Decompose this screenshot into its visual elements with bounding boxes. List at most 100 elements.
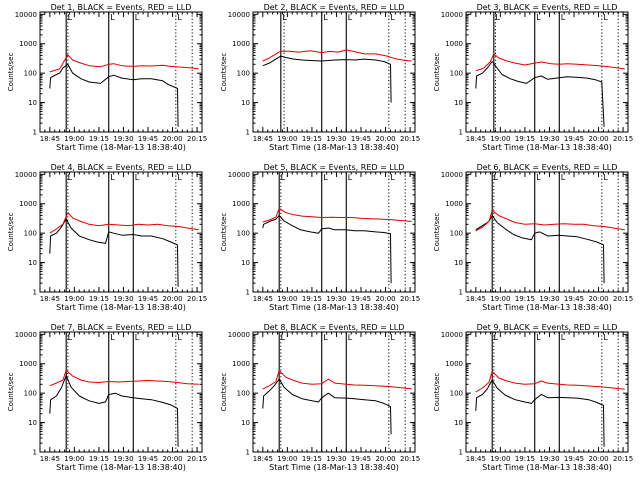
events-series-line bbox=[49, 63, 179, 127]
marker-label: L bbox=[348, 13, 353, 22]
marker-label: L bbox=[68, 13, 73, 22]
marker-label: L bbox=[561, 173, 566, 182]
marker-label: L bbox=[135, 13, 140, 22]
marker-label: L bbox=[536, 173, 541, 182]
x-tick-label: 19:15 bbox=[89, 295, 109, 303]
chart-panel-3: Det 3, BLACK = Events, RED = LLD 1 10 100 10… bbox=[433, 3, 633, 152]
marker-label: L bbox=[110, 173, 115, 182]
y-tick-label: 10000 bbox=[15, 11, 37, 19]
y-tick-label: 10 bbox=[28, 419, 37, 427]
chart-panel-5: Det 5, BLACK = Events, RED = LLD 1 10 100 10… bbox=[220, 163, 420, 312]
y-tick-label: 10 bbox=[28, 259, 37, 267]
y-tick-label: 10 bbox=[454, 99, 463, 107]
x-tick-label: 19:15 bbox=[302, 455, 322, 463]
y-tick-label: 10 bbox=[28, 99, 37, 107]
chart-title: Det 5, BLACK = Events, RED = LLD bbox=[264, 163, 405, 172]
y-tick-label: 1 bbox=[459, 289, 463, 297]
chart-panel-1: Det 1, BLACK = Events, RED = LLD 1 10 100 10… bbox=[7, 3, 207, 152]
x-tick-label: 20:15 bbox=[187, 455, 207, 463]
x-axis-label: Start Time (18-Mar-13 18:38:40) bbox=[269, 143, 399, 152]
chart-title: Det 3, BLACK = Events, RED = LLD bbox=[477, 3, 618, 12]
x-tick-label: 19:45 bbox=[564, 295, 584, 303]
y-tick-label: 1000 bbox=[445, 200, 463, 208]
y-tick-label: 1000 bbox=[232, 200, 250, 208]
marker-label: L bbox=[561, 13, 566, 22]
x-tick-label: 18:45 bbox=[466, 455, 486, 463]
plot-frame bbox=[39, 171, 203, 293]
x-tick-label: 19:45 bbox=[138, 135, 158, 143]
y-axis-label: Counts/sec bbox=[7, 373, 15, 412]
x-tick-label: 20:15 bbox=[613, 295, 633, 303]
lld-series-line bbox=[49, 212, 199, 234]
plot-frame bbox=[39, 11, 203, 133]
marker-label: L bbox=[135, 333, 140, 342]
x-tick-label: 20:15 bbox=[187, 295, 207, 303]
marker-label: L bbox=[281, 173, 286, 182]
x-tick-label: 20:00 bbox=[375, 295, 395, 303]
events-series-line bbox=[49, 218, 179, 287]
x-tick-label: 18:45 bbox=[40, 135, 60, 143]
y-tick-label: 10000 bbox=[441, 331, 463, 339]
plot-frame bbox=[252, 171, 416, 293]
marker-label: L bbox=[390, 173, 395, 182]
chart-panel-2: Det 2, BLACK = Events, RED = LLD 1 10 100 10… bbox=[220, 3, 420, 152]
chart-title: Det 1, BLACK = Events, RED = LLD bbox=[51, 3, 192, 12]
x-tick-label: 20:00 bbox=[162, 135, 182, 143]
y-axis-label: Counts/sec bbox=[7, 53, 15, 92]
y-axis-label: Counts/sec bbox=[220, 373, 228, 412]
x-tick-label: 18:45 bbox=[466, 135, 486, 143]
marker-label: L bbox=[495, 13, 500, 22]
marker-label: L bbox=[603, 333, 608, 342]
x-tick-label: 19:15 bbox=[302, 135, 322, 143]
plot-frame bbox=[39, 331, 203, 453]
marker-label: L bbox=[323, 13, 328, 22]
x-tick-label: 19:00 bbox=[277, 455, 297, 463]
plot-frame bbox=[465, 11, 629, 133]
y-tick-label: 1 bbox=[246, 129, 250, 137]
lld-series-line bbox=[49, 369, 199, 387]
events-series-line bbox=[475, 215, 605, 284]
x-tick-label: 19:30 bbox=[113, 455, 133, 463]
x-tick-label: 20:15 bbox=[400, 455, 420, 463]
events-series-line bbox=[475, 61, 605, 127]
events-series-line bbox=[262, 378, 392, 435]
lld-series-line bbox=[262, 369, 412, 390]
x-tick-label: 19:15 bbox=[515, 135, 535, 143]
x-tick-label: 20:15 bbox=[613, 455, 633, 463]
y-tick-label: 100 bbox=[237, 230, 250, 238]
y-tick-label: 1000 bbox=[445, 40, 463, 48]
x-tick-label: 20:00 bbox=[375, 455, 395, 463]
marker-label: L bbox=[177, 333, 182, 342]
chart-title: Det 2, BLACK = Events, RED = LLD bbox=[264, 3, 405, 12]
marker-label: L bbox=[390, 333, 395, 342]
x-tick-label: 19:30 bbox=[326, 135, 346, 143]
x-tick-label: 19:00 bbox=[490, 295, 510, 303]
x-tick-label: 19:00 bbox=[64, 295, 84, 303]
x-tick-label: 19:15 bbox=[89, 135, 109, 143]
y-tick-label: 100 bbox=[450, 70, 463, 78]
chart-title: Det 6, BLACK = Events, RED = LLD bbox=[477, 163, 618, 172]
chart-title: Det 4, BLACK = Events, RED = LLD bbox=[51, 163, 192, 172]
y-tick-label: 10 bbox=[454, 419, 463, 427]
y-tick-label: 10 bbox=[241, 99, 250, 107]
x-tick-label: 20:00 bbox=[375, 135, 395, 143]
y-axis-label: Counts/sec bbox=[433, 373, 441, 412]
x-tick-label: 20:00 bbox=[588, 295, 608, 303]
y-axis-label: Counts/sec bbox=[433, 53, 441, 92]
x-axis-label: Start Time (18-Mar-13 18:38:40) bbox=[482, 303, 612, 312]
y-tick-label: 10000 bbox=[441, 11, 463, 19]
x-tick-label: 19:00 bbox=[64, 135, 84, 143]
y-tick-label: 10000 bbox=[228, 171, 250, 179]
marker-label: L bbox=[110, 333, 115, 342]
x-axis-label: Start Time (18-Mar-13 18:38:40) bbox=[482, 463, 612, 472]
marker-label: L bbox=[536, 13, 541, 22]
lld-series-line bbox=[475, 53, 625, 72]
x-tick-label: 19:00 bbox=[277, 135, 297, 143]
x-tick-label: 20:00 bbox=[162, 455, 182, 463]
y-axis-label: Counts/sec bbox=[7, 213, 15, 252]
x-tick-label: 19:30 bbox=[539, 295, 559, 303]
x-tick-label: 20:15 bbox=[400, 295, 420, 303]
y-tick-label: 10 bbox=[241, 419, 250, 427]
marker-label: L bbox=[536, 333, 541, 342]
